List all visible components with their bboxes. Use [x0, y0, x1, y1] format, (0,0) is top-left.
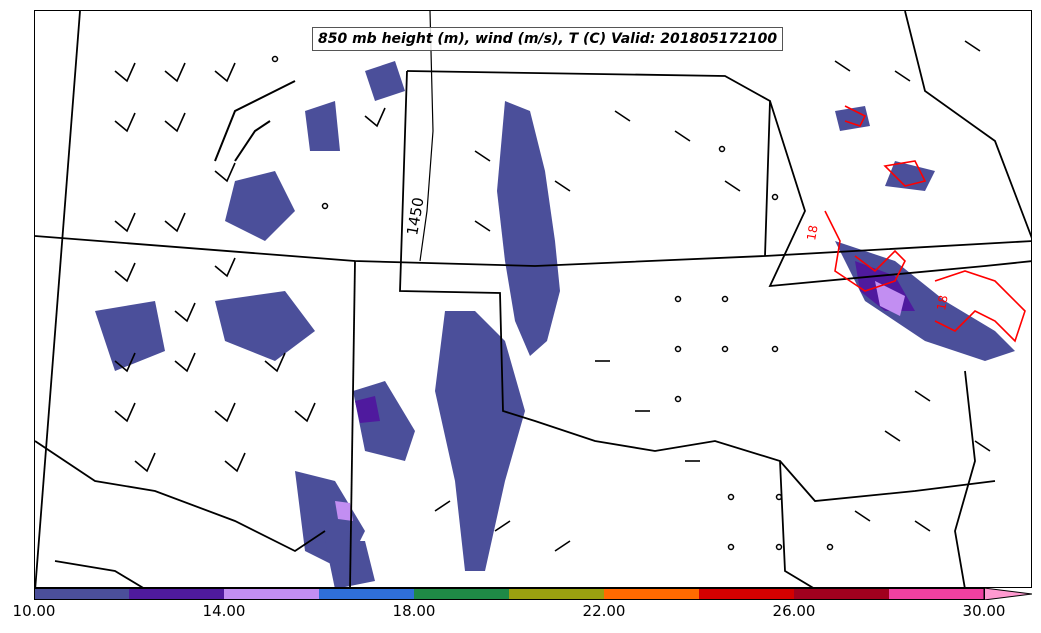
colorbar-bin [509, 588, 604, 600]
colorbar-bin [699, 588, 794, 600]
temperature-contour-label: 18 [934, 294, 950, 311]
map-title: 850 mb height (m), wind (m/s), T (C) Val… [312, 27, 784, 51]
colorbar-bin [129, 588, 224, 600]
colorbar-bin [414, 588, 509, 600]
colorbar-bin [319, 588, 414, 600]
temperature-contour [824, 105, 1026, 343]
colorbar-extend-arrow [983, 588, 1032, 600]
colorbar-bin [794, 588, 889, 600]
colorbar-tick-label: 22.00 [582, 602, 626, 620]
colorbar-tick-label: 10.00 [12, 602, 56, 620]
colorbar-bin [224, 588, 319, 600]
colorbar-bin [604, 588, 699, 600]
colorbar-tick-label: 26.00 [772, 602, 816, 620]
colorbar-tick-label: 18.00 [392, 602, 436, 620]
shaded-field [95, 61, 1015, 587]
colorbar-tick-label: 14.00 [202, 602, 246, 620]
colorbar-bin [889, 588, 984, 600]
colorbar-tick-label: 30.00 [962, 602, 1006, 620]
calm-wind-circles [271, 55, 834, 551]
wind-barbs [114, 40, 991, 552]
colorbar [34, 588, 1032, 600]
map-canvas: 1450 18 18 [35, 11, 1031, 587]
colorbar-outline [34, 588, 985, 600]
height-contour [419, 11, 434, 262]
temperature-contour-label: 18 [804, 224, 820, 241]
map-panel: 1450 18 18 [34, 10, 1032, 588]
shaded-field-light [335, 281, 905, 521]
state-borders [35, 11, 1031, 587]
colorbar-bin [34, 588, 129, 600]
